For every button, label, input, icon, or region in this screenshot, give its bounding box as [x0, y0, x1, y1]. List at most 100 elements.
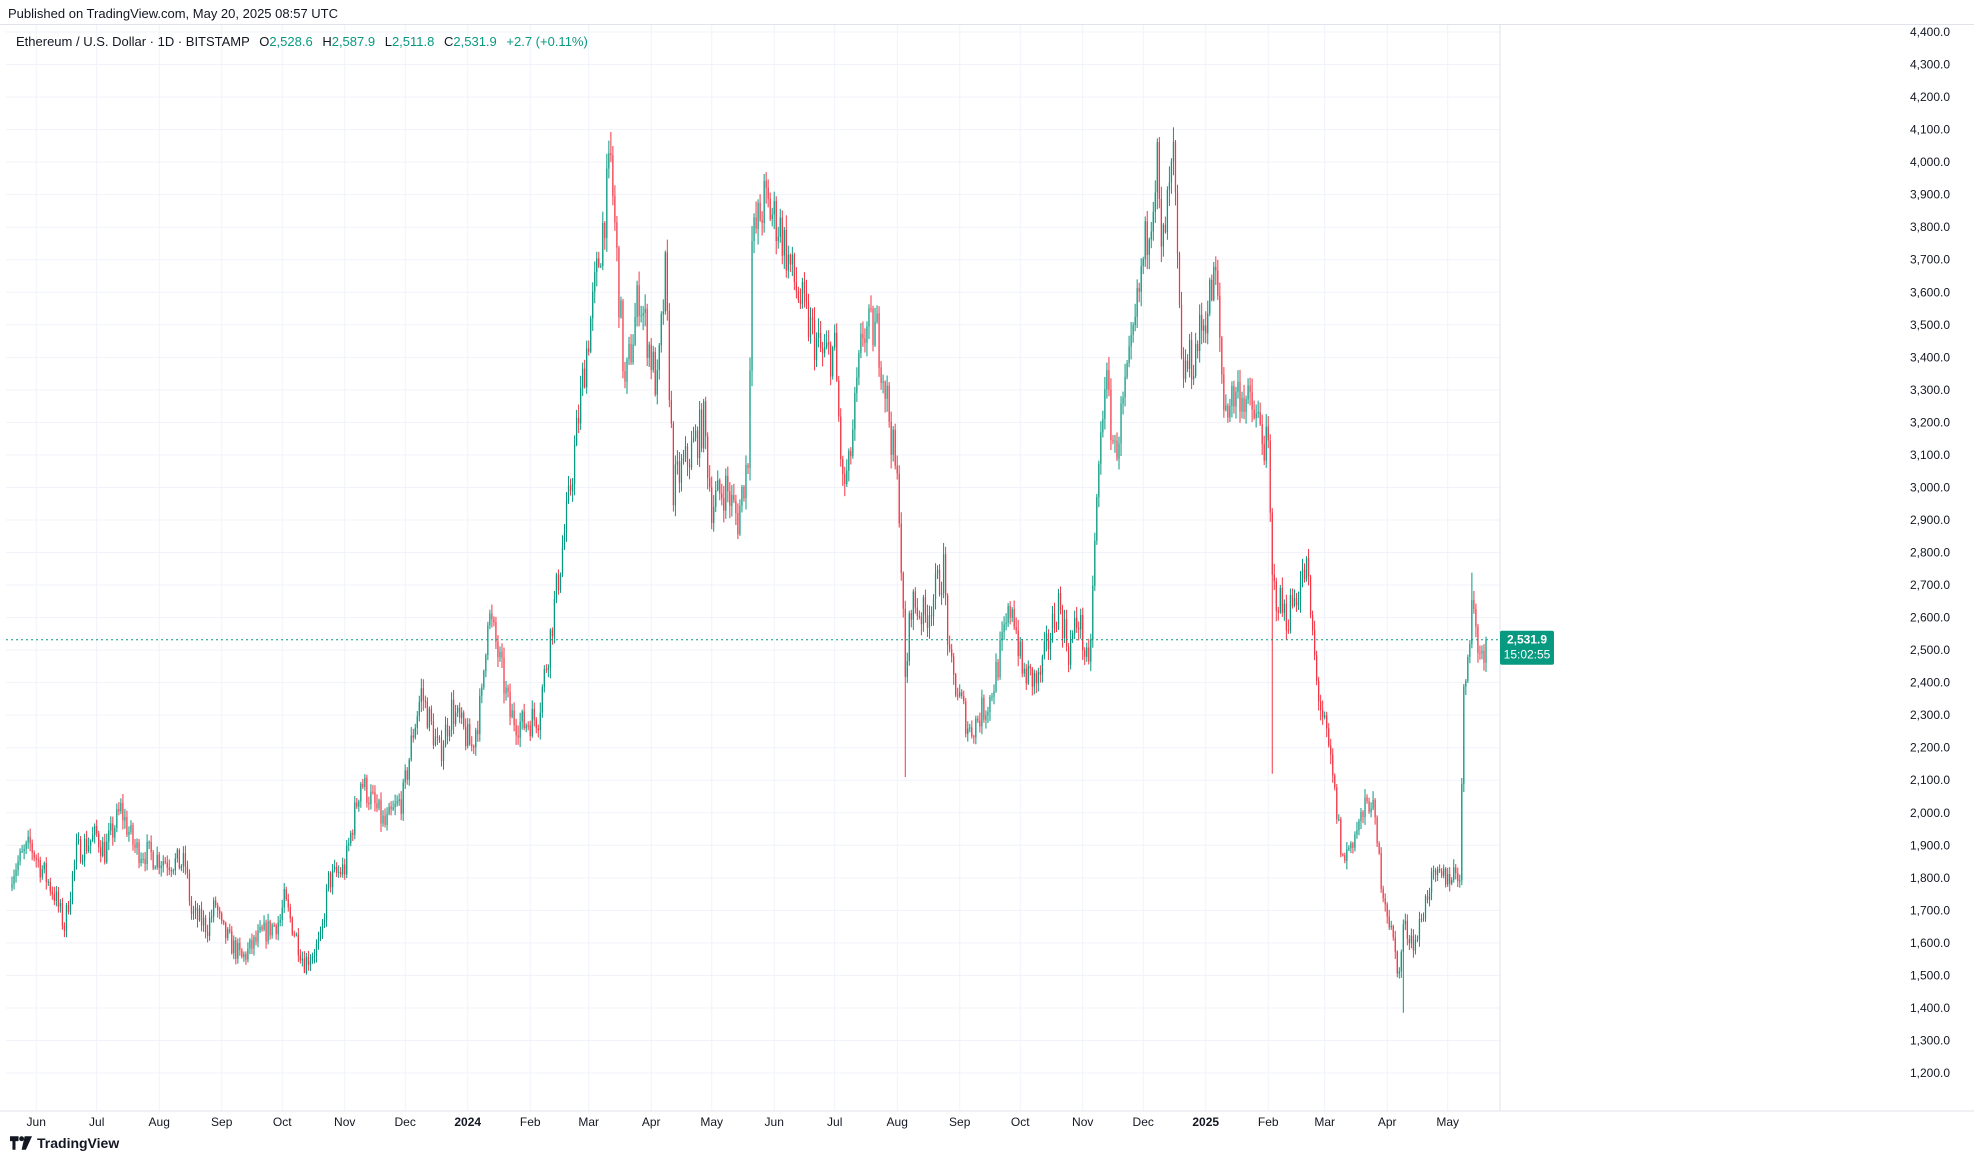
chart-area[interactable]: 1,200.0 1,300.0 1,400.0 1,500.0 1,600.0 1,700…: [0, 24, 1974, 1133]
candle-body: [315, 943, 318, 956]
candle-body: [1275, 581, 1277, 611]
candle-body: [878, 313, 880, 368]
time-tick-label: Mar: [578, 1115, 599, 1129]
candlestick-chart[interactable]: 1,200.0 1,300.0 1,400.0 1,500.0 1,600.0 1,700…: [0, 25, 1974, 1133]
candle-body: [148, 841, 150, 843]
candle-body: [81, 860, 84, 862]
candle-body: [1291, 595, 1294, 606]
candle-body: [1225, 405, 1227, 411]
price-tick-label: 1,900.0: [1910, 838, 1950, 852]
candle-body: [1201, 314, 1203, 331]
candle-body: [535, 719, 537, 729]
candle-body: [1182, 356, 1185, 380]
candle-body: [813, 319, 816, 361]
candle-body: [1112, 440, 1114, 442]
candle-body: [255, 936, 257, 942]
candle-body: [729, 491, 731, 506]
candle-body: [1166, 189, 1169, 233]
candle-body: [1080, 614, 1082, 630]
candle-body: [1074, 617, 1076, 634]
candle-body: [376, 803, 378, 809]
candle-body: [223, 921, 225, 923]
candle-body: [406, 770, 408, 780]
candle-body: [1247, 385, 1249, 400]
candle-body: [329, 872, 332, 888]
candle-body: [140, 858, 142, 863]
candle-body: [775, 201, 777, 242]
candle-body: [208, 917, 211, 936]
candle-body: [1313, 629, 1316, 656]
candle-body: [1092, 585, 1094, 640]
candle-body: [922, 597, 925, 625]
candle-body: [694, 430, 697, 438]
candle-body: [1055, 628, 1058, 630]
candle-body: [705, 401, 707, 437]
candle-body: [1053, 613, 1056, 629]
price-tick-label: 3,700.0: [1910, 253, 1950, 267]
candle-body: [739, 505, 741, 535]
candle-body: [428, 708, 431, 728]
candle-body: [539, 712, 541, 731]
symbol-legend: Ethereum / U.S. Dollar · 1D · BITSTAMP O…: [16, 34, 588, 49]
candle-body: [731, 494, 733, 506]
candle-body: [793, 254, 795, 283]
candle-body: [362, 783, 364, 787]
candle-body: [1471, 600, 1473, 645]
candle-body: [686, 446, 689, 465]
candle-body: [1140, 265, 1142, 292]
candle-body: [642, 313, 644, 316]
candle-body: [104, 841, 106, 863]
candle-body: [868, 308, 870, 327]
candle-body: [221, 913, 223, 922]
candle-body: [505, 687, 507, 694]
time-tick-label: 2025: [1192, 1115, 1219, 1129]
candle-body: [648, 344, 650, 358]
candle-body: [424, 700, 426, 702]
candle-body: [243, 954, 245, 957]
tradingview-branding[interactable]: TradingView: [10, 1135, 119, 1151]
candle-body: [1386, 904, 1388, 917]
time-tick-label: Nov: [1072, 1115, 1093, 1129]
candle-body: [918, 615, 921, 617]
candle-body: [676, 461, 679, 465]
candle-body: [1174, 141, 1177, 193]
candle-body: [1122, 397, 1124, 404]
candle-body: [1328, 728, 1330, 746]
candle-body: [75, 841, 78, 862]
candle-body: [600, 265, 602, 267]
candle-body: [565, 500, 568, 533]
time-axis: Jun Jul Aug Sep Oct Nov Dec 2024 Feb Mar Apr May Jun…: [27, 1115, 1460, 1129]
candle-body: [112, 823, 114, 838]
candle-body: [934, 573, 937, 599]
time-tick-label: Nov: [334, 1115, 355, 1129]
candle-body: [596, 258, 598, 273]
candle-body: [886, 385, 888, 399]
candle-body: [547, 667, 549, 670]
candle-body: [828, 342, 830, 345]
candle-body: [499, 651, 501, 658]
candle-body: [707, 436, 709, 479]
candle-body: [563, 532, 566, 548]
time-tick-label: Aug: [149, 1115, 170, 1129]
candle-body: [1418, 918, 1421, 940]
candle-body: [767, 187, 769, 199]
candle-body: [674, 464, 677, 506]
candle-body: [1297, 602, 1300, 606]
candle-body: [497, 641, 499, 658]
candle-body: [807, 301, 810, 338]
candle-body: [448, 729, 451, 737]
candle-body: [346, 845, 348, 875]
candle-body: [340, 871, 342, 875]
candle-body: [1164, 224, 1167, 233]
candle-body: [1459, 880, 1461, 882]
candle-body: [860, 333, 862, 354]
candle-body: [202, 917, 205, 926]
price-tick-label: 2,400.0: [1910, 676, 1950, 690]
price-tick-label: 3,300.0: [1910, 383, 1950, 397]
candle-body: [489, 613, 491, 626]
candle-body: [543, 669, 545, 688]
candle-body: [253, 936, 255, 949]
candle-body: [703, 401, 705, 449]
candle-body: [1069, 638, 1072, 665]
candle-body: [463, 712, 465, 727]
